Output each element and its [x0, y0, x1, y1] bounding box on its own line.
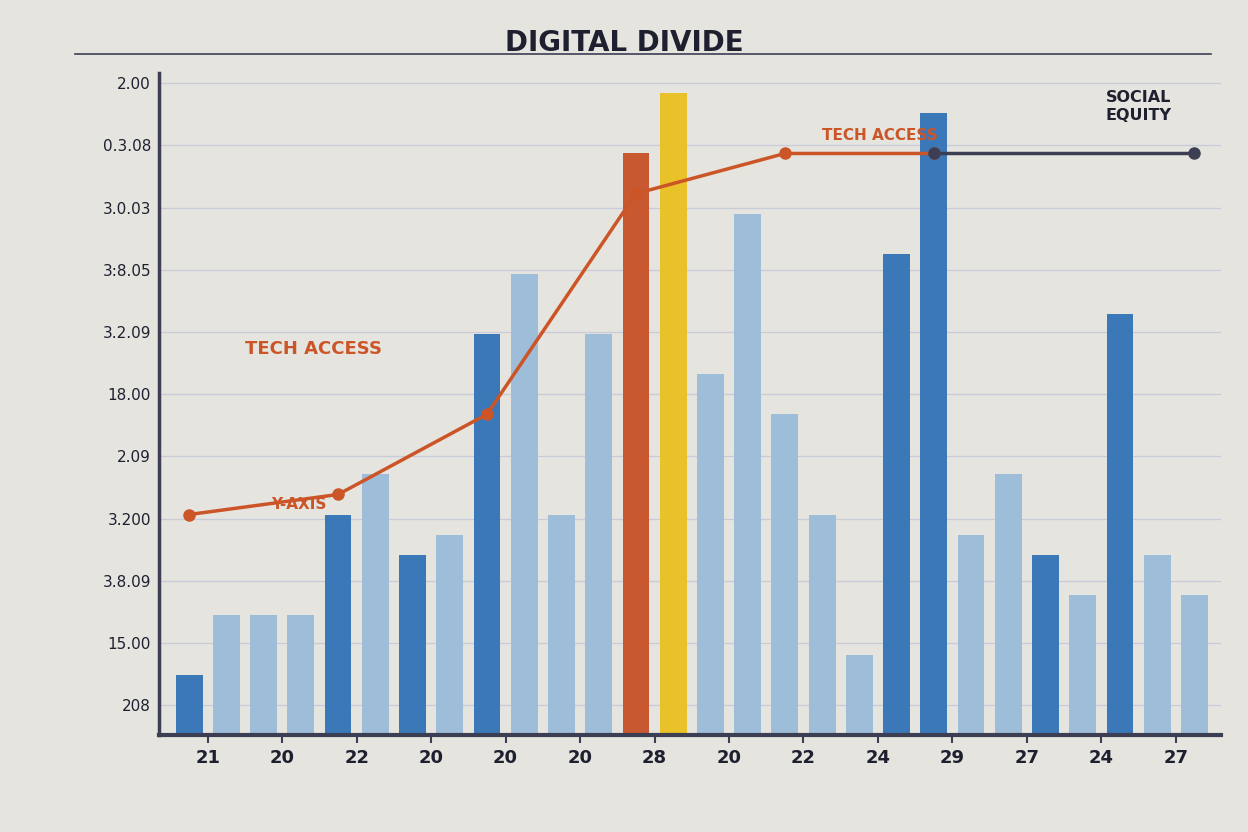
- Bar: [287, 615, 314, 735]
- Bar: [623, 153, 649, 735]
- Bar: [696, 374, 724, 735]
- Text: DIGITAL DIVIDE: DIGITAL DIVIDE: [504, 29, 744, 57]
- Bar: [921, 113, 947, 735]
- Bar: [399, 555, 426, 735]
- Bar: [362, 474, 388, 735]
- Bar: [510, 274, 538, 735]
- Bar: [548, 514, 575, 735]
- Bar: [324, 514, 352, 735]
- Bar: [995, 474, 1022, 735]
- Bar: [846, 655, 872, 735]
- Bar: [771, 414, 799, 735]
- Bar: [660, 93, 686, 735]
- Bar: [809, 514, 835, 735]
- Bar: [1107, 314, 1133, 735]
- Text: TECH ACCESS: TECH ACCESS: [822, 128, 937, 143]
- Bar: [176, 675, 202, 735]
- Bar: [734, 214, 761, 735]
- Bar: [437, 535, 463, 735]
- Bar: [1070, 595, 1096, 735]
- Bar: [250, 615, 277, 735]
- Bar: [1181, 595, 1208, 735]
- Text: TECH ACCESS: TECH ACCESS: [245, 340, 382, 358]
- Bar: [213, 615, 240, 735]
- Bar: [585, 334, 612, 735]
- Bar: [957, 535, 985, 735]
- Bar: [473, 334, 500, 735]
- Text: Y-AXIS: Y-AXIS: [271, 497, 327, 512]
- Bar: [1032, 555, 1058, 735]
- Bar: [1144, 555, 1171, 735]
- Text: SOCIAL
EQUITY: SOCIAL EQUITY: [1106, 90, 1172, 123]
- Bar: [884, 254, 910, 735]
